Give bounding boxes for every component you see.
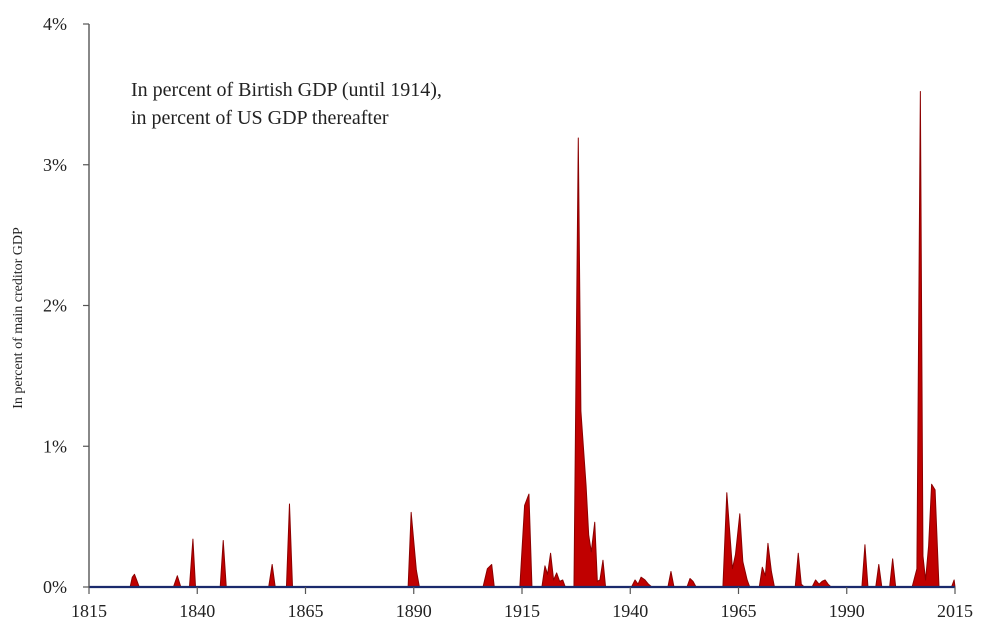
area-series (88, 91, 956, 588)
x-tick-label: 1890 (396, 601, 432, 621)
annotation-line-2: in percent of US GDP thereafter (131, 107, 389, 129)
y-tick-label: 3% (43, 155, 67, 175)
x-tick-label: 1965 (721, 601, 757, 621)
x-tick-label: 1865 (288, 601, 324, 621)
x-tick-label: 1840 (179, 601, 215, 621)
x-tick-label: 1815 (71, 601, 107, 621)
y-axis-ticks: 0% 1% 2% 3% 4% (43, 14, 89, 597)
y-tick-label: 2% (43, 296, 67, 316)
x-tick-label: 1990 (829, 601, 865, 621)
x-axis-ticks: 1815 1840 1865 1890 1915 1940 1965 1990 2015 (71, 587, 973, 621)
x-tick-label: 2015 (937, 601, 973, 621)
x-tick-label: 1940 (612, 601, 648, 621)
annotation-line-1: In percent of Birtish GDP (until 1914), (131, 79, 442, 101)
y-tick-label: 0% (43, 577, 67, 597)
y-axis-label: In percent of main creditor GDP (11, 227, 26, 409)
area-series-path-0 (88, 91, 956, 588)
x-tick-label: 1915 (504, 601, 540, 621)
y-tick-label: 1% (43, 436, 67, 456)
y-tick-label: 4% (43, 14, 67, 34)
